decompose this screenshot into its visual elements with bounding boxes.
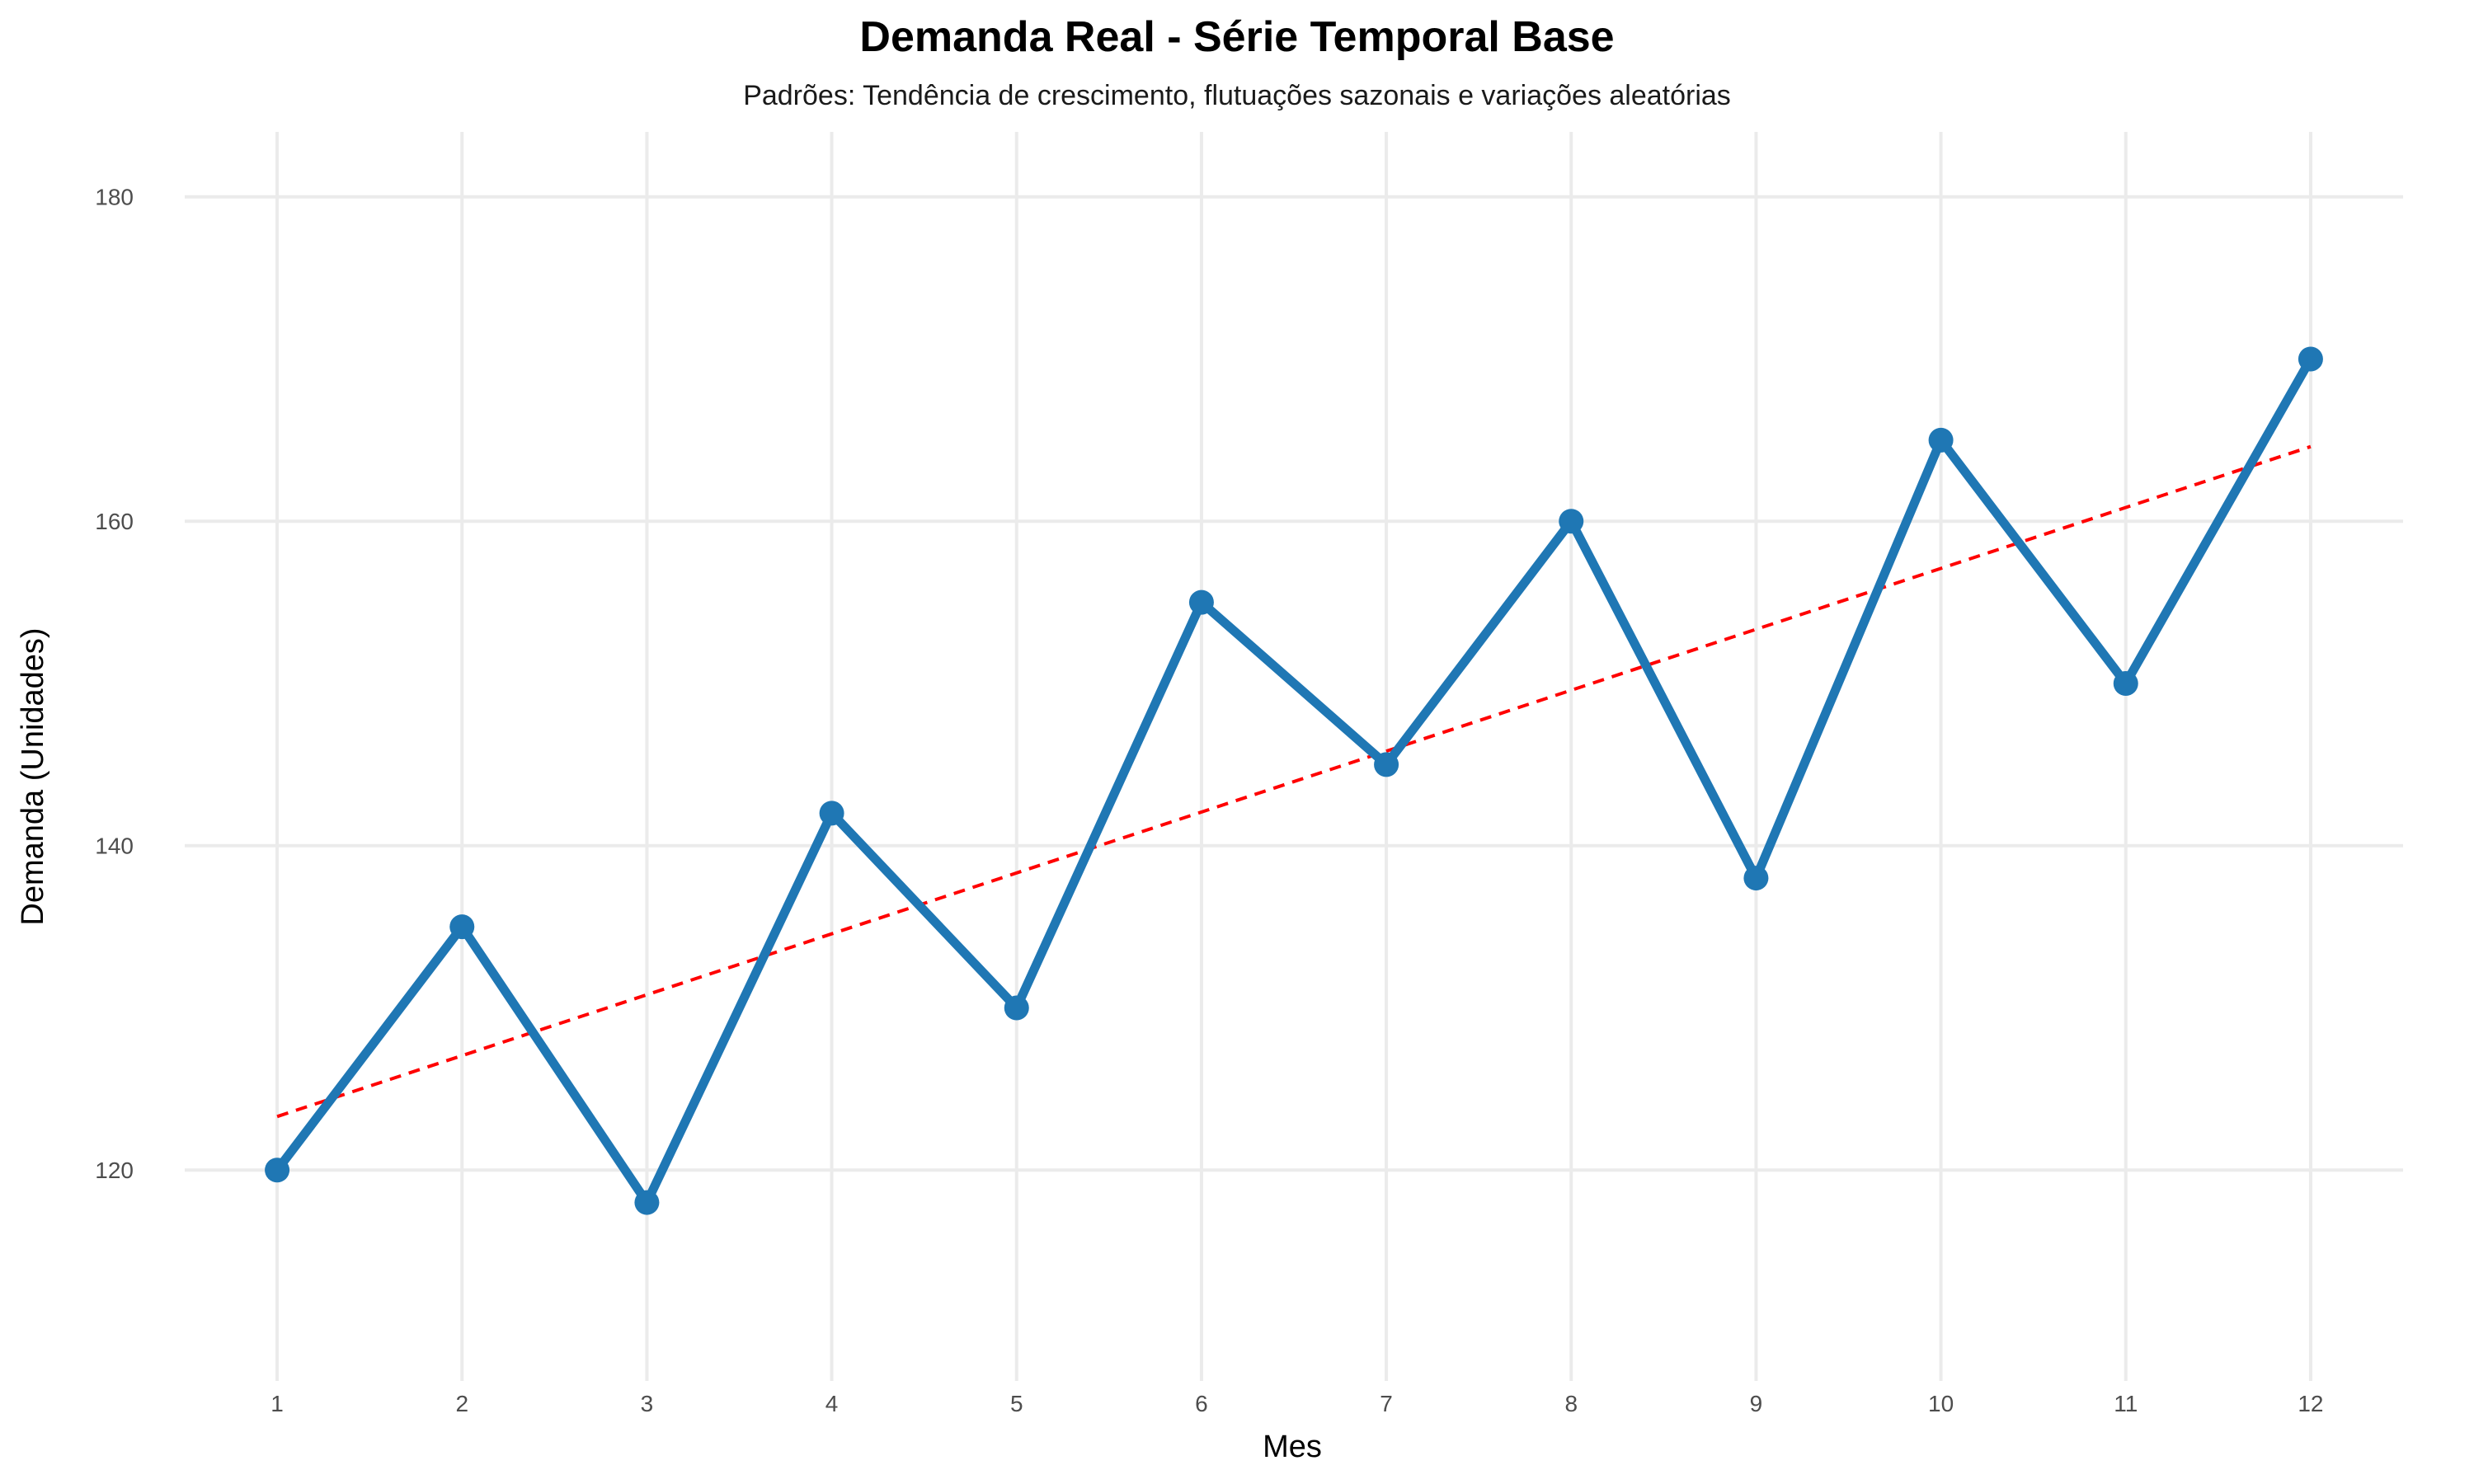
trend-line-group: [276, 444, 2312, 1119]
series-group: [265, 346, 2323, 1215]
data-point: [1188, 589, 1214, 615]
data-point: [1559, 509, 1584, 534]
y-tick-label: 180: [95, 185, 134, 210]
data-point: [2113, 670, 2138, 696]
chart-subtitle: Padrões: Tendência de crescimento, flutu…: [743, 80, 1731, 111]
data-point: [634, 1190, 660, 1215]
data-point: [1743, 866, 1769, 891]
x-tick-label: 11: [2114, 1391, 2138, 1416]
x-tick-label: 4: [825, 1391, 839, 1416]
chart-title: Demanda Real - Série Temporal Base: [859, 13, 1614, 61]
grid: [185, 132, 2403, 1381]
x-tick-label: 3: [641, 1391, 654, 1416]
data-point: [1928, 427, 1954, 453]
x-tick-label: 10: [1928, 1391, 1954, 1416]
data-point: [819, 801, 844, 826]
data-point: [449, 914, 475, 940]
x-tick-label: 6: [1195, 1391, 1208, 1416]
data-point: [265, 1158, 290, 1183]
y-tick-label: 140: [95, 834, 134, 859]
x-tick-label: 7: [1380, 1391, 1393, 1416]
series-line: [272, 354, 2316, 1208]
x-tick-label: 2: [455, 1391, 468, 1416]
x-axis-title: Mes: [1263, 1430, 1322, 1464]
x-tick-label: 1: [270, 1391, 284, 1416]
x-tick-label: 5: [1010, 1391, 1023, 1416]
trend-line: [276, 444, 2312, 1119]
y-tick-label: 120: [95, 1158, 134, 1183]
data-point: [1374, 752, 1399, 777]
x-tick-label: 9: [1750, 1391, 1763, 1416]
y-axis-title: Demanda (Unidades): [16, 627, 50, 925]
x-tick-label: 12: [2298, 1391, 2323, 1416]
data-point: [1004, 995, 1029, 1021]
y-tick-label: 160: [95, 509, 134, 534]
data-point: [2298, 346, 2323, 372]
x-tick-label: 8: [1564, 1391, 1578, 1416]
